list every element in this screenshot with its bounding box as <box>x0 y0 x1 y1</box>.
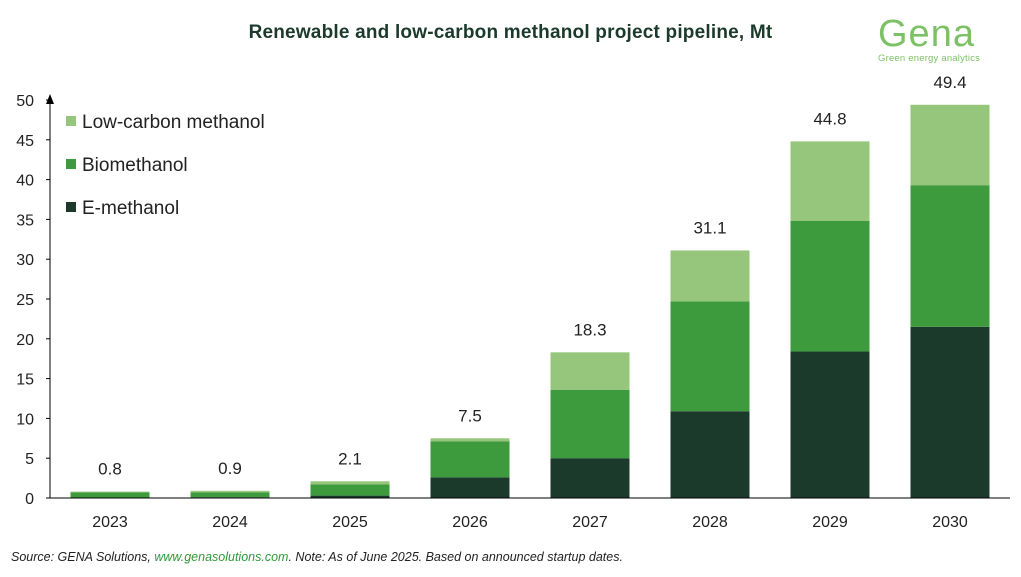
y-tick-label-35: 35 <box>16 212 34 229</box>
bar-low-carbon-methanol-2027 <box>550 352 630 390</box>
x-tick-label-2025: 2025 <box>332 514 368 531</box>
x-tick-label-2030: 2030 <box>932 514 968 531</box>
source-note: Source: GENA Solutions, www.genasolution… <box>11 550 623 564</box>
bar-biomethanol-2023 <box>70 492 150 498</box>
source-suffix: . Note: As of June 2025. Based on announ… <box>288 550 623 564</box>
y-tick-label-25: 25 <box>16 292 34 309</box>
logo-wordmark: Gena <box>878 13 975 55</box>
bar-biomethanol-2024 <box>190 492 270 498</box>
y-tick-label-0: 0 <box>25 491 34 508</box>
y-tick-label-40: 40 <box>16 173 34 190</box>
source-prefix: Source: GENA Solutions, <box>11 550 155 564</box>
y-tick-label-30: 30 <box>16 252 34 269</box>
legend-swatch-e-methanol <box>66 202 76 212</box>
bar-e-methanol-2025 <box>310 495 390 498</box>
legend-label-biomethanol: Biomethanol <box>82 155 188 176</box>
total-label-2023: 0.8 <box>98 460 122 479</box>
legend-label-e-methanol: E-methanol <box>82 198 179 219</box>
bar-low-carbon-methanol-2025 <box>310 481 390 485</box>
total-label-2028: 31.1 <box>693 218 726 237</box>
y-tick-label-50: 50 <box>16 93 34 110</box>
y-tick-label-15: 15 <box>16 372 34 389</box>
total-label-2029: 44.8 <box>813 109 846 128</box>
x-tick-label-2026: 2026 <box>452 514 488 531</box>
bar-low-carbon-methanol-2023 <box>70 491 150 493</box>
x-tick-label-2028: 2028 <box>692 514 728 531</box>
total-label-2027: 18.3 <box>573 320 606 339</box>
source-link[interactable]: www.genasolutions.com <box>154 550 289 564</box>
bar-biomethanol-2028 <box>670 301 750 412</box>
bar-low-carbon-methanol-2028 <box>670 250 750 302</box>
legend-swatch-low-carbon-methanol <box>66 116 76 126</box>
chart-title: Renewable and low-carbon methanol projec… <box>248 22 773 43</box>
logo-tagline: Green energy analytics <box>878 53 981 64</box>
gena-logo: Gena Green energy analytics <box>878 14 1003 64</box>
legend-swatch-biomethanol <box>66 159 76 169</box>
bar-biomethanol-2029 <box>790 220 870 352</box>
total-label-2025: 2.1 <box>338 449 362 468</box>
bar-e-methanol-2028 <box>670 411 750 498</box>
x-tick-label-2029: 2029 <box>812 514 848 531</box>
y-tick-label-5: 5 <box>25 451 34 468</box>
y-tick-label-10: 10 <box>16 411 34 428</box>
bar-low-carbon-methanol-2024 <box>190 490 270 493</box>
bar-biomethanol-2025 <box>310 484 390 496</box>
bar-low-carbon-methanol-2029 <box>790 141 870 221</box>
bar-biomethanol-2027 <box>550 389 630 459</box>
bar-biomethanol-2026 <box>430 441 510 478</box>
x-tick-label-2024: 2024 <box>212 514 248 531</box>
bar-e-methanol-2029 <box>790 351 870 498</box>
y-axis-arrow <box>46 94 54 104</box>
bar-e-methanol-2030 <box>910 326 990 498</box>
bar-low-carbon-methanol-2030 <box>910 104 990 186</box>
total-label-2030: 49.4 <box>933 73 966 92</box>
bar-e-methanol-2026 <box>430 477 510 498</box>
bar-biomethanol-2030 <box>910 185 990 327</box>
bar-low-carbon-methanol-2026 <box>430 438 510 442</box>
x-tick-label-2023: 2023 <box>92 514 128 531</box>
bar-e-methanol-2027 <box>550 458 630 498</box>
total-label-2026: 7.5 <box>458 406 482 425</box>
total-label-2024: 0.9 <box>218 459 242 478</box>
legend-label-low-carbon-methanol: Low-carbon methanol <box>82 112 265 133</box>
y-tick-label-45: 45 <box>16 133 34 150</box>
x-tick-label-2027: 2027 <box>572 514 608 531</box>
y-tick-label-20: 20 <box>16 332 34 349</box>
